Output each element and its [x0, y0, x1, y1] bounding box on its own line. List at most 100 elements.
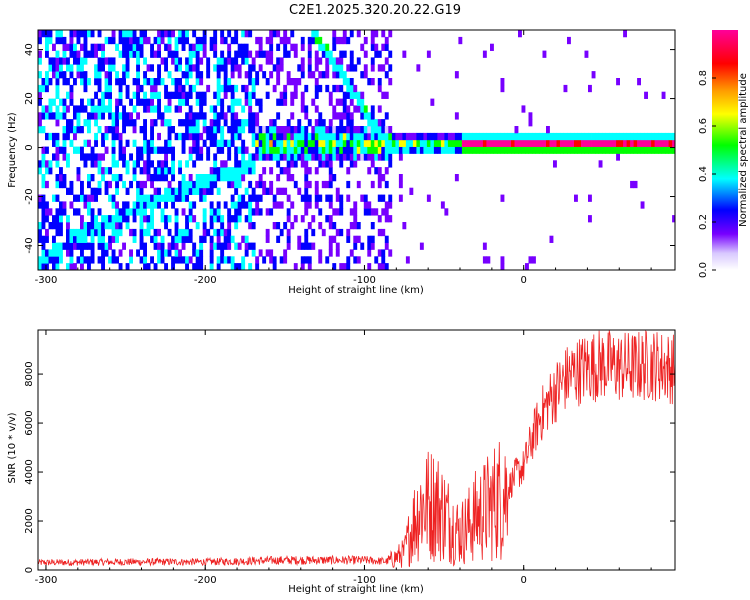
- heatmap-cell: [553, 139, 557, 147]
- heatmap-cell: [346, 132, 351, 141]
- heatmap-cell: [497, 146, 501, 154]
- heatmap-cell: [52, 194, 56, 202]
- heatmap-cell: [234, 146, 239, 154]
- x-tick-label: 0: [521, 575, 527, 586]
- heatmap-cell: [66, 187, 70, 195]
- heatmap-cell: [321, 139, 326, 147]
- heatmap-cell: [265, 57, 270, 65]
- heatmap-cell: [507, 146, 512, 154]
- heatmap-cell: [283, 126, 288, 134]
- heatmap-cell: [150, 78, 154, 86]
- heatmap-cell: [444, 208, 449, 216]
- heatmap-cell: [167, 105, 172, 113]
- heatmap-cell: [335, 242, 340, 250]
- heatmap-cell: [160, 119, 165, 127]
- heatmap-cell: [122, 119, 126, 127]
- heatmap-cell: [59, 228, 63, 237]
- heatmap-cell: [87, 119, 91, 127]
- heatmap-cell: [83, 50, 88, 58]
- heatmap-cell: [97, 64, 102, 72]
- heatmap-cell: [69, 235, 74, 243]
- heatmap-cell: [45, 78, 49, 86]
- heatmap-cell: [349, 98, 354, 106]
- heatmap-cell: [346, 167, 351, 175]
- heatmap-cell: [230, 126, 235, 134]
- heatmap-cell: [286, 167, 291, 175]
- heatmap-cell: [122, 160, 126, 168]
- heatmap-cell: [80, 64, 84, 72]
- heatmap-cell: [346, 153, 351, 161]
- heatmap-cell: [97, 30, 102, 38]
- heatmap-cell: [300, 256, 305, 264]
- heatmap-cell: [136, 50, 140, 58]
- heatmap-cell: [185, 78, 189, 86]
- heatmap-cell: [150, 201, 154, 209]
- heatmap-cell: [143, 160, 147, 168]
- heatmap-cell: [220, 228, 225, 237]
- heatmap-cell: [66, 160, 70, 168]
- heatmap-cell: [227, 30, 232, 38]
- heatmap-cell: [164, 187, 168, 195]
- heatmap-cell: [185, 30, 189, 38]
- heatmap-cell: [335, 208, 340, 216]
- heatmap-cell: [206, 228, 211, 237]
- heatmap-cell: [125, 208, 130, 216]
- heatmap-cell: [384, 146, 389, 154]
- heatmap-cell: [150, 105, 154, 113]
- heatmap-cell: [458, 139, 463, 147]
- colorbar-tick-label: 0.0: [698, 262, 709, 278]
- heatmap-cell: [41, 174, 46, 182]
- heatmap-cell: [304, 132, 309, 141]
- heatmap-cell: [304, 180, 309, 189]
- heatmap-cell: [206, 57, 211, 65]
- heatmap-cell: [150, 30, 154, 31]
- heatmap-cell: [384, 43, 389, 51]
- heatmap-cell: [283, 187, 288, 195]
- heatmap-cell: [367, 208, 372, 216]
- heatmap-cell: [76, 126, 81, 134]
- heatmap-cell: [328, 57, 333, 65]
- heatmap-cell: [367, 139, 372, 147]
- heatmap-cell: [160, 146, 165, 154]
- heatmap-cell: [174, 208, 179, 216]
- heatmap-cell: [377, 180, 382, 189]
- heatmap-cell: [174, 91, 179, 99]
- heatmap-cell: [388, 50, 393, 58]
- heatmap-cell: [255, 119, 260, 127]
- heatmap-cell: [314, 57, 319, 65]
- colorbar-gradient: [712, 30, 738, 270]
- heatmap-cell: [346, 112, 351, 120]
- heatmap-cell: [143, 215, 147, 223]
- heatmap-cell: [314, 91, 319, 99]
- heatmap-cell: [87, 194, 91, 202]
- y-tick-label: 40: [24, 43, 35, 56]
- heatmap-cell: [118, 84, 123, 93]
- heatmap-cell: [325, 215, 330, 223]
- heatmap-cell: [497, 139, 501, 147]
- heatmap-cell: [80, 263, 84, 270]
- heatmap-cell: [101, 167, 105, 175]
- heatmap-cell: [423, 146, 428, 154]
- heatmap-cell: [335, 112, 340, 120]
- heatmap-cell: [234, 222, 239, 230]
- heatmap-cell: [300, 30, 305, 31]
- heatmap-cell: [542, 132, 547, 141]
- heatmap-cell: [213, 91, 218, 99]
- heatmap-cell: [311, 215, 316, 223]
- heatmap-cell: [332, 64, 337, 72]
- heatmap-cell: [125, 201, 130, 209]
- heatmap-cell: [118, 228, 123, 237]
- heatmap-cell: [164, 201, 168, 209]
- heatmap-cell: [80, 78, 84, 86]
- heatmap-cell: [332, 30, 337, 38]
- heatmap-cell: [440, 201, 445, 209]
- heatmap-cell: [584, 139, 589, 147]
- heatmap-cell: [66, 64, 70, 72]
- heatmap-cell: [83, 194, 88, 202]
- heatmap-cell: [76, 112, 81, 120]
- heatmap-cell: [167, 36, 172, 45]
- heatmap-cell: [409, 139, 414, 147]
- heatmap-cell: [339, 119, 344, 127]
- heatmap-cell: [45, 146, 49, 154]
- heatmap-cell: [125, 50, 130, 58]
